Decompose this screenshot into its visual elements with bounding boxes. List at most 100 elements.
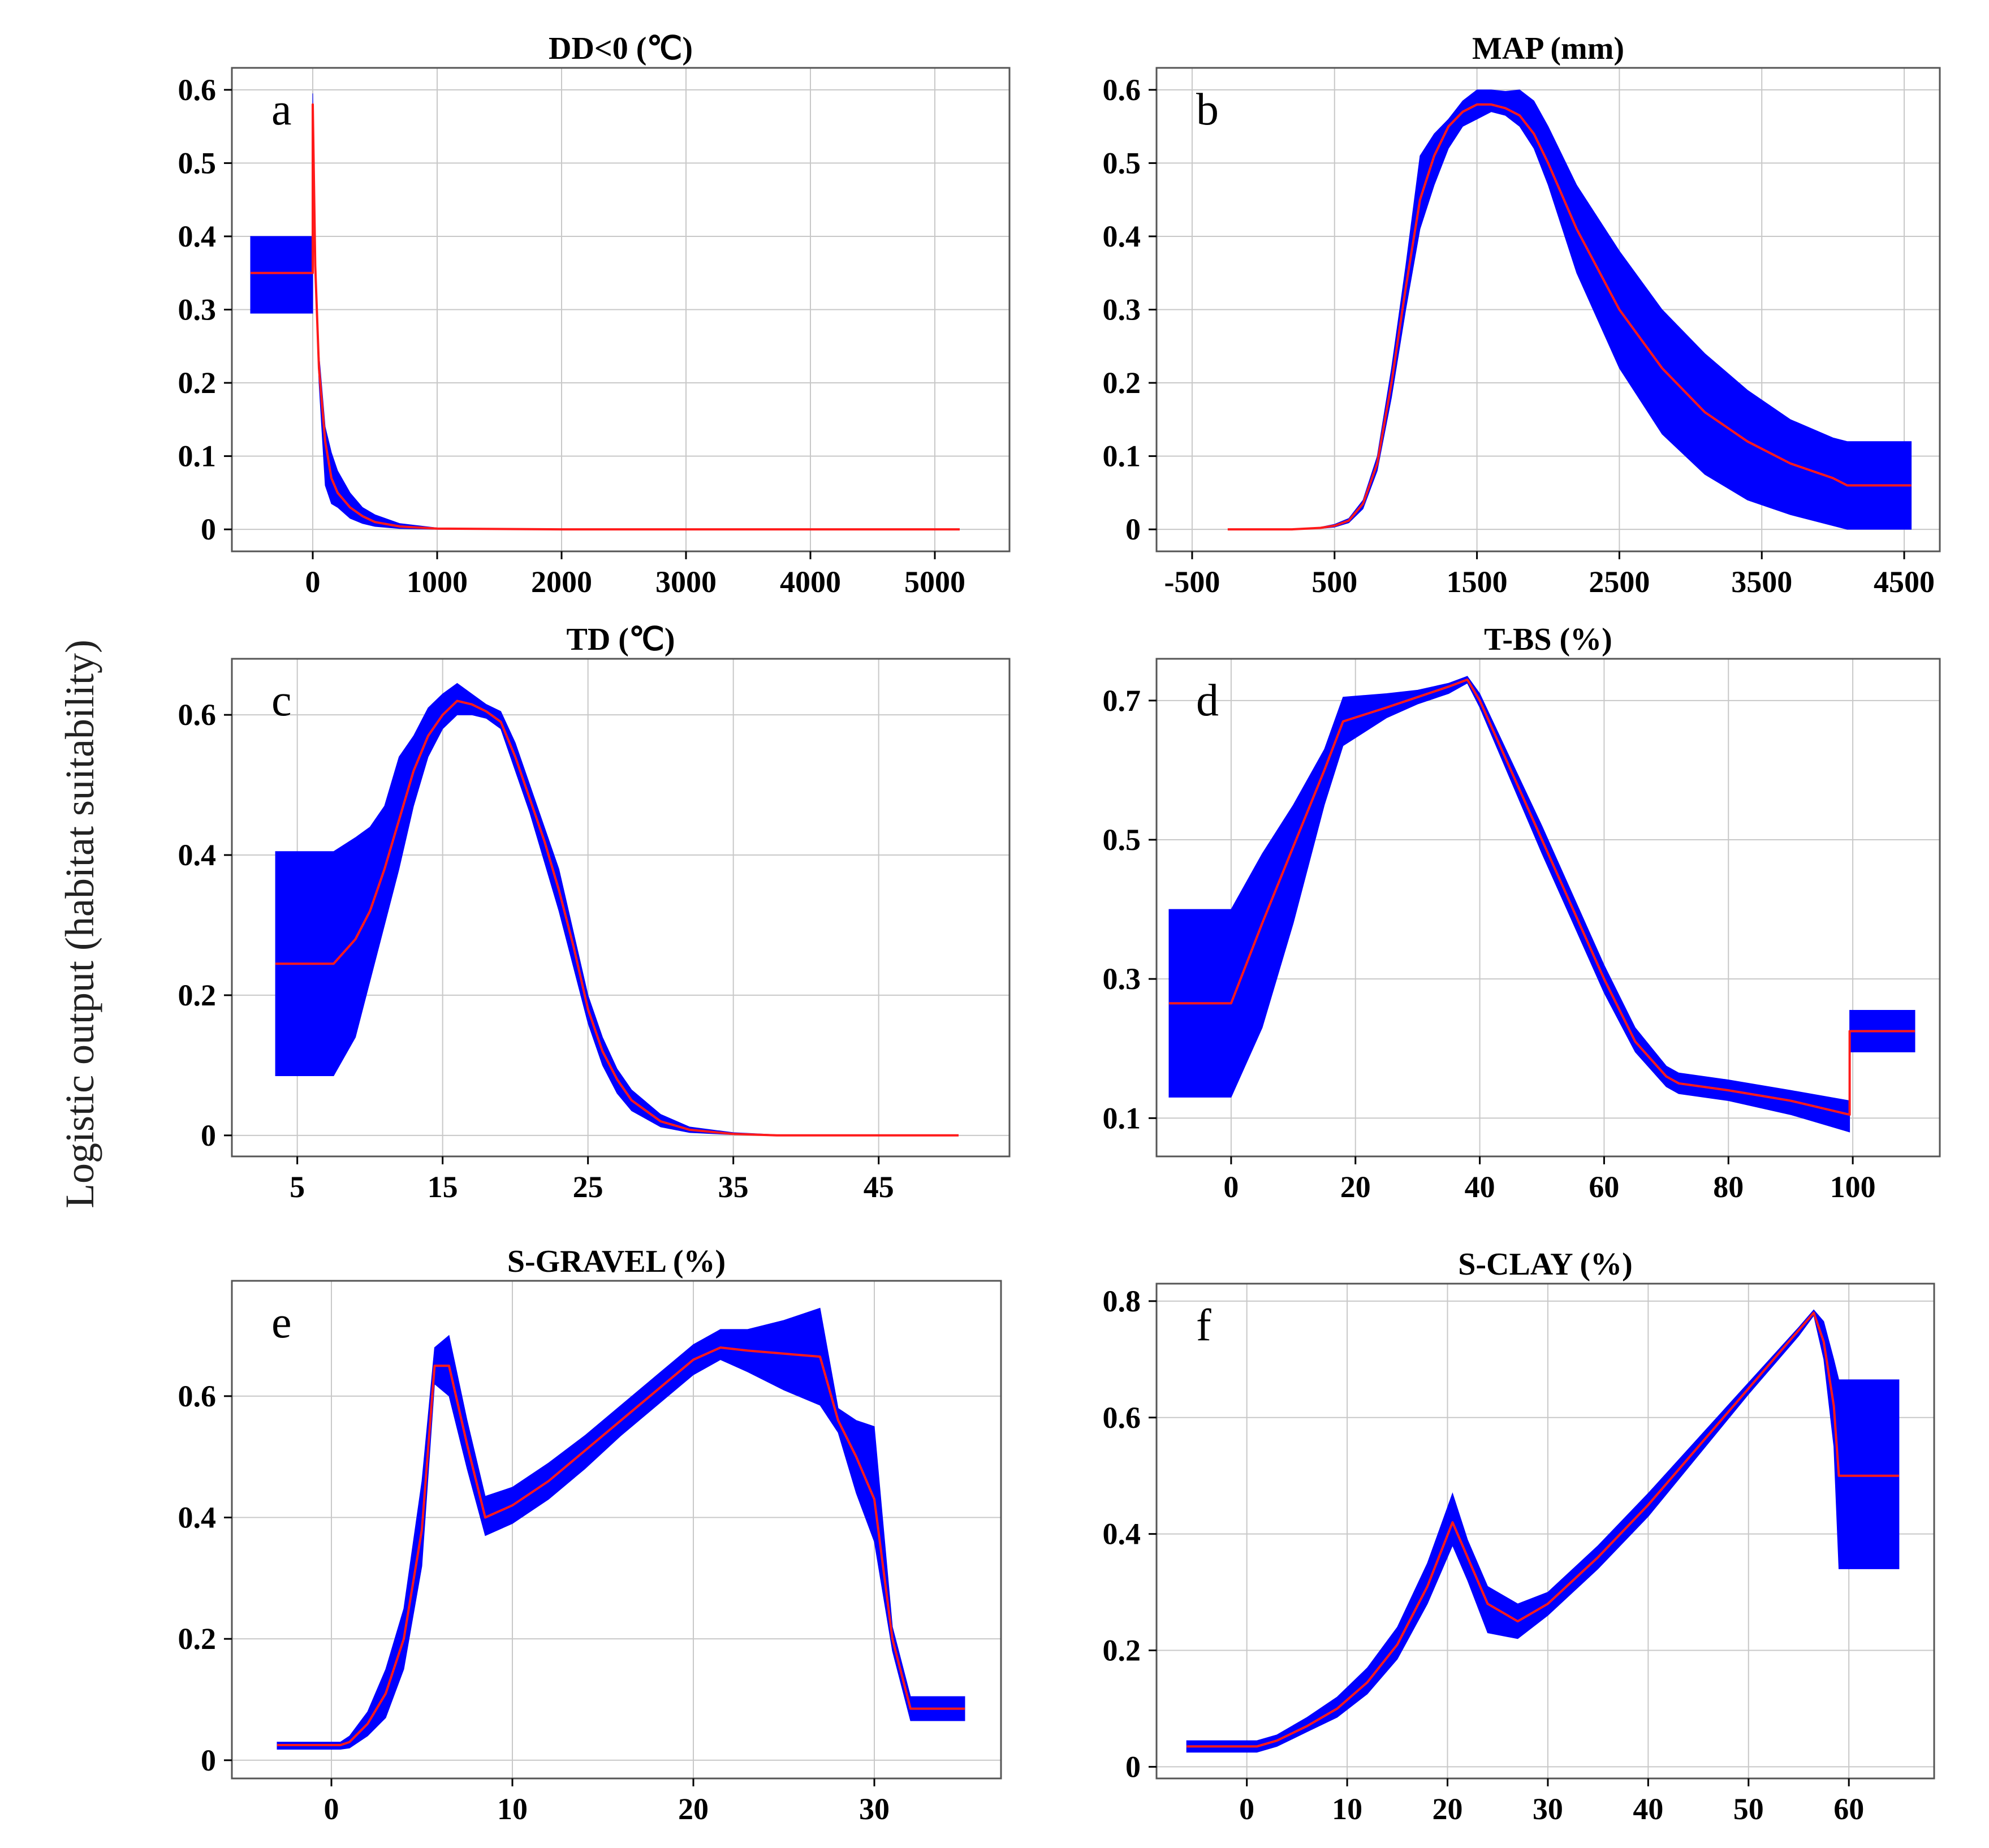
x-tick-label: 60 [1833,1792,1864,1826]
plot-frame [231,658,1011,1158]
x-tick-label: 15 [428,1170,458,1204]
x-tick-label: 35 [718,1170,749,1204]
panel-title: T-BS (%) [1484,622,1612,657]
y-tick-label: 0 [201,1743,216,1777]
data-layer [1227,89,1912,531]
plot-frame [231,1280,1002,1780]
panel-c: 5 15 25 35 45 0 0.2 0.4 0.6 TD (℃) c [178,622,1011,1204]
panel-letter: d [1196,676,1219,726]
panel-title: TD (℃) [567,622,675,657]
y-tick-label: 0.5 [1103,146,1141,180]
y-tick-label: 0.4 [178,838,217,872]
panel-f: 0 10 20 30 40 50 60 0 0.2 0.4 0.6 0.8 S-CLAY (%) f [1103,1247,1935,1826]
panel-b: -500 500 1500 2500 3500 4500 0 0.1 0.2 0.3 0.4 0.5 0… [1103,31,1941,599]
x-tick-label: 25 [573,1170,603,1204]
y-tick-label: 0.5 [178,146,217,180]
panel-letter: b [1196,85,1219,135]
x-tick-label: 30 [859,1792,890,1826]
data-layer [277,1307,965,1750]
x-tick-label: 60 [1589,1170,1619,1204]
y-tick-label: 0 [201,512,216,546]
mean-response-line [1227,103,1912,531]
mean-response-line [1169,678,1915,1116]
y-tick-label: 0.2 [178,1622,217,1656]
x-tick-label: 1500 [1447,565,1508,599]
y-tick-label: 0 [1125,512,1141,546]
y-tick-label: 0.5 [1103,823,1141,857]
x-tick-label: 20 [1340,1170,1371,1204]
plot-area [1157,1284,1934,1778]
panels: 0 1000 2000 3000 4000 500000.10.20.30.40.50.6… [178,31,1941,1826]
x-tick-label: 4000 [780,565,841,599]
y-tick-label: 0 [1125,1750,1141,1784]
x-tick-label: 80 [1713,1170,1744,1204]
x-tick-label: 5000 [904,565,965,599]
x-tick-label: 0 [1239,1792,1254,1826]
mean-response-line [251,103,960,531]
y-tick-label: 0.8 [1103,1284,1141,1318]
y-tick-label: 0.2 [1103,366,1141,400]
x-tick-label: 20 [678,1792,709,1826]
plot-frame [1155,1283,1935,1780]
x-tick-label: 20 [1433,1792,1463,1826]
panel-d: 0 20 40 60 80 100 0.1 0.3 0.5 0.7 T-BS (%) d [1103,622,1941,1204]
y-tick-label: 0 [201,1119,216,1152]
y-tick-label: 0.2 [1103,1634,1141,1668]
y-tick-label: 0.6 [178,1379,217,1413]
panel-title: DD<0 (℃) [549,31,693,66]
x-tick-label: 45 [864,1170,894,1204]
y-tick-label: 0.1 [178,439,217,473]
y-tick-label: 0.6 [1103,73,1141,107]
x-tick-label: 5 [290,1170,305,1204]
y-tick-label: 0.6 [178,698,217,732]
mean-response-line [277,1346,965,1746]
plot-area [232,1281,1001,1778]
mean-response-line [275,700,959,1137]
x-tick-label: 50 [1733,1792,1764,1826]
y-tick-label: 0.4 [1103,219,1141,253]
mean-response-line [1187,1311,1899,1748]
panel-letter: f [1196,1301,1211,1350]
x-tick-label: 2500 [1589,565,1650,599]
x-tick-label: 10 [497,1792,528,1826]
panel-letter: c [271,676,292,726]
data-layer [275,683,959,1137]
x-tick-label: 2000 [531,565,592,599]
x-tick-label: 10 [1332,1792,1362,1826]
y-tick-label: 0.1 [1103,439,1141,473]
panel-title: S-GRAVEL (%) [507,1244,726,1279]
y-tick-label: 0.2 [178,978,217,1012]
y-tick-label: 0.7 [1103,684,1141,718]
x-tick-label: 0 [1223,1170,1239,1204]
data-layer [1168,676,1915,1133]
x-tick-label: 3000 [655,565,717,599]
x-tick-label: 3500 [1731,565,1792,599]
panel-letter: e [271,1298,292,1348]
y-tick-label: 0.6 [1103,1401,1141,1435]
y-tick-label: 0.6 [178,73,217,107]
y-tick-label: 0.3 [1103,293,1141,327]
x-tick-label: 40 [1633,1792,1663,1826]
panel-letter: a [271,85,292,135]
x-tick-label: 4500 [1874,565,1935,599]
x-tick-label: 1000 [407,565,468,599]
x-tick-label: 0 [324,1792,339,1826]
data-layer [1186,1309,1900,1753]
y-tick-label: 0.3 [1103,962,1141,996]
x-tick-label: 0 [305,565,321,599]
y-tick-label: 0.4 [178,219,217,253]
data-layer [250,93,960,531]
y-tick-label: 0.1 [1103,1101,1141,1135]
y-tick-label: 0.4 [178,1501,217,1535]
y-tick-label: 0.4 [1103,1517,1141,1551]
x-tick-label: 100 [1830,1170,1876,1204]
y-tick-label: 0.3 [178,293,217,327]
x-tick-label: 40 [1465,1170,1495,1204]
panel-a: 0 1000 2000 3000 4000 5000 0 0.1 0.2 0.3 0.4 0.5 0.6… [178,31,1011,599]
plot-frame [1155,658,1941,1158]
shared-y-axis-label: Logistic output (habitat suitability) [57,640,102,1208]
x-tick-label: 500 [1311,565,1357,599]
confidence-band [1168,676,1915,1133]
confidence-band [277,1307,965,1750]
